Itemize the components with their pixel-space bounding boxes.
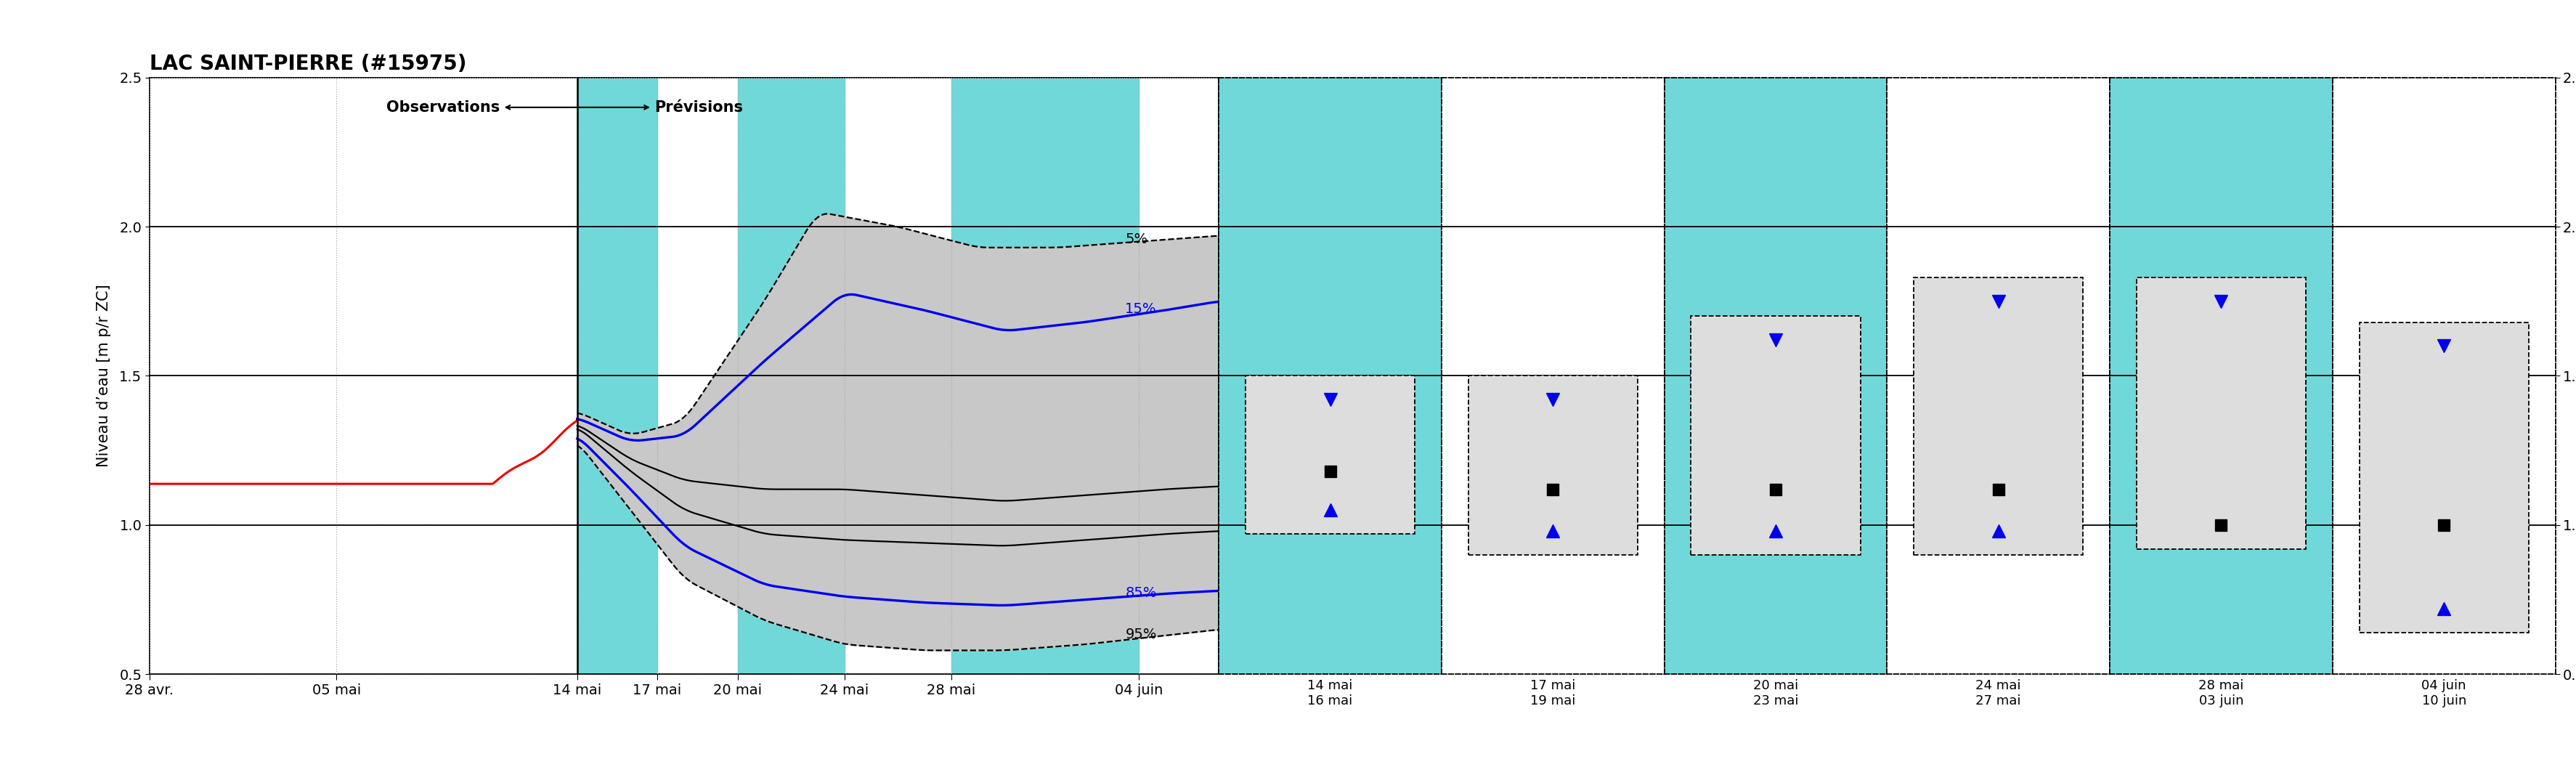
FancyBboxPatch shape (2136, 277, 2306, 549)
X-axis label: 28 mai
03 juin: 28 mai 03 juin (2197, 680, 2244, 708)
X-axis label: 04 juin
10 juin: 04 juin 10 juin (2421, 680, 2465, 708)
X-axis label: 20 mai
23 mai: 20 mai 23 mai (1754, 680, 1798, 708)
X-axis label: 17 mai
19 mai: 17 mai 19 mai (1530, 680, 1577, 708)
Y-axis label: Niveau d’eau [m p/r ZC]: Niveau d’eau [m p/r ZC] (98, 284, 111, 467)
Text: Observations: Observations (386, 100, 500, 115)
Text: Prévisions: Prévisions (654, 100, 744, 115)
Bar (577, 78, 657, 674)
Text: 5%: 5% (1126, 232, 1149, 246)
FancyBboxPatch shape (1244, 376, 1414, 534)
Text: 15%: 15% (1126, 302, 1157, 316)
FancyBboxPatch shape (2360, 322, 2530, 632)
Bar (737, 78, 845, 674)
Text: 95%: 95% (1126, 628, 1157, 642)
FancyBboxPatch shape (1468, 376, 1638, 555)
FancyBboxPatch shape (1914, 277, 2084, 555)
Bar (951, 78, 1139, 674)
Text: LAC SAINT-PIERRE (#15975): LAC SAINT-PIERRE (#15975) (149, 53, 466, 74)
Text: 85%: 85% (1126, 587, 1157, 600)
X-axis label: 24 mai
27 mai: 24 mai 27 mai (1976, 680, 2022, 708)
FancyBboxPatch shape (1690, 316, 1860, 555)
X-axis label: 14 mai
16 mai: 14 mai 16 mai (1309, 680, 1352, 708)
